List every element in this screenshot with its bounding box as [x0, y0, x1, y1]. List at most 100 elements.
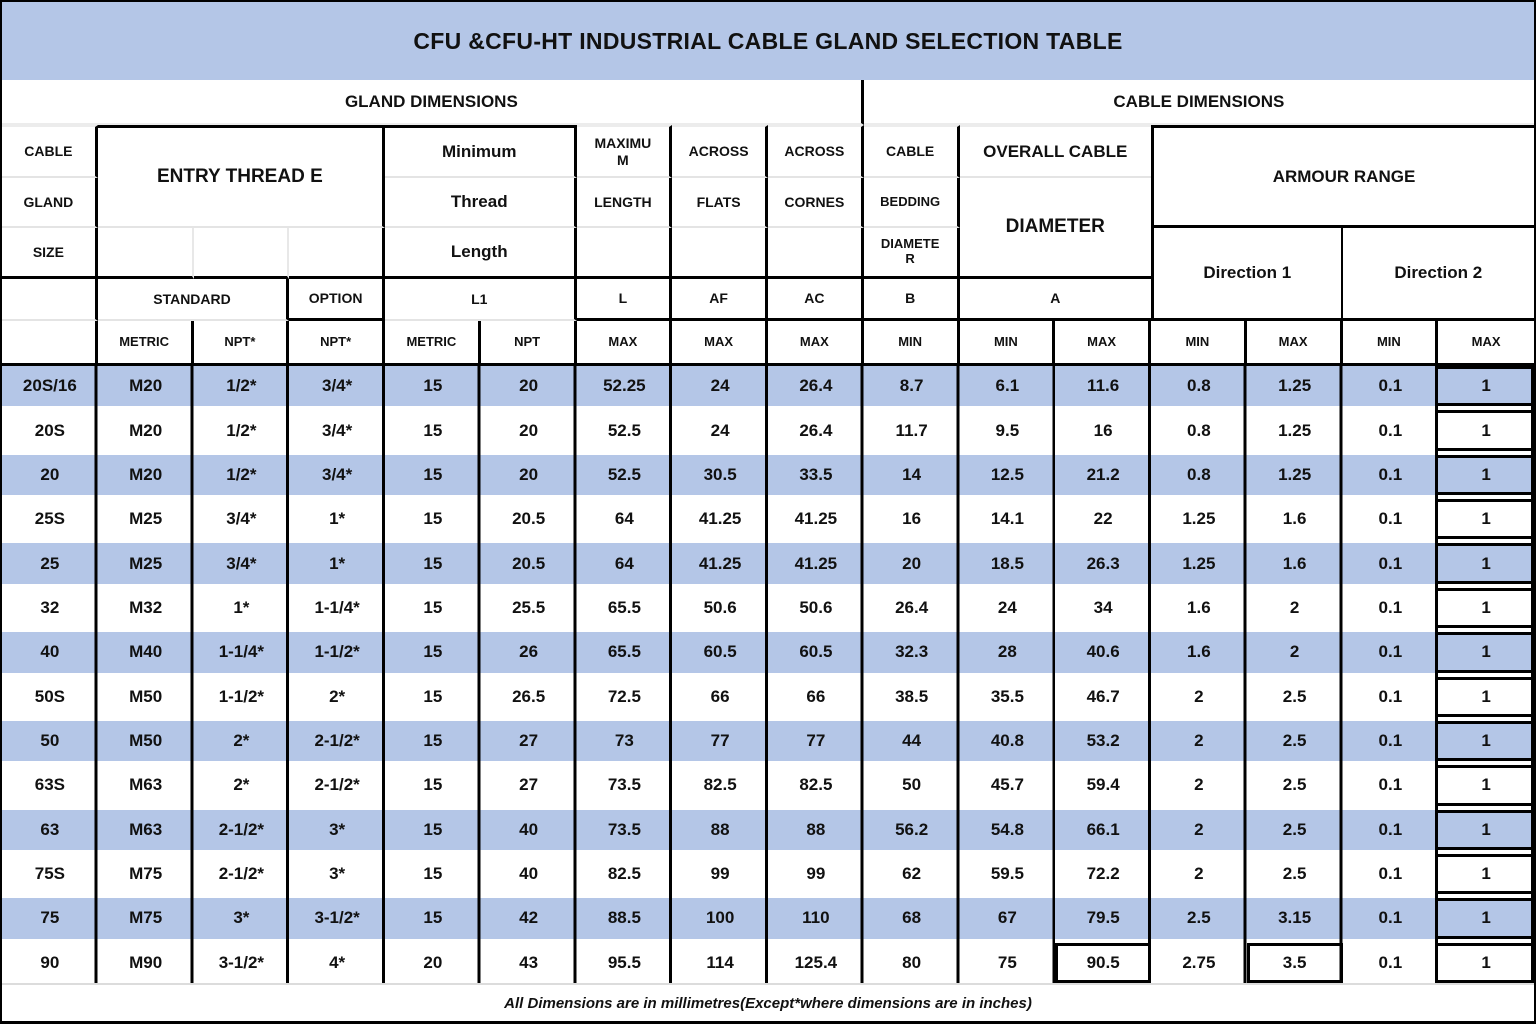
header-maximum-label: MAXIMUM: [594, 135, 652, 168]
table-cell: 2: [1194, 864, 1204, 884]
table-cell: 45.7: [990, 775, 1024, 795]
table-cell: 24: [710, 420, 730, 440]
table-cell: 0.1: [1378, 553, 1403, 573]
table-cell: 1: [1438, 765, 1534, 806]
header-af: AF: [672, 279, 768, 321]
table-cell: 88.5: [607, 908, 641, 928]
table-cell: 1.25: [1278, 464, 1312, 484]
header-thread: Thread: [385, 178, 577, 228]
table-cell: 77: [710, 731, 730, 751]
table-cell: 2-1/2*: [218, 864, 265, 884]
header-ac: AC: [768, 279, 864, 321]
table-cell: 24: [997, 597, 1017, 617]
table-cell: 64: [614, 553, 634, 573]
table-row: 75 M75 3* 3-1/2* 15 42 88.5 100 110 68 67 79.5 2.5 3.…: [2, 898, 1534, 939]
table-cell: 2: [1289, 642, 1300, 662]
table-cell: 3/4*: [322, 420, 353, 440]
table-cell: 40: [519, 864, 539, 884]
table-cell: M40: [129, 642, 163, 662]
table-cell: 65.5: [607, 642, 641, 662]
blank-cell: [193, 228, 290, 279]
table-body: 20S/16 M20 1/2* 3/4* 15 20 52.25 24 26.4 8.7 6.1 11…: [2, 363, 1534, 984]
table-cell: 2: [1194, 731, 1204, 751]
table-cell: 110: [802, 908, 830, 928]
table-cell: 41.25: [698, 553, 742, 573]
table-cell: 63: [40, 819, 60, 839]
table-cell: 63S: [34, 775, 65, 795]
header-gland: GLAND: [2, 178, 98, 228]
table-cell: 88: [710, 819, 730, 839]
table-cell: 66.1: [1086, 819, 1120, 839]
table-cell: 20: [519, 420, 539, 440]
table-cell: 35.5: [990, 686, 1024, 706]
table-cell: 0.8: [1187, 376, 1211, 396]
table-cell: 0.1: [1378, 908, 1403, 928]
table-cell: 73.5: [607, 775, 641, 795]
table-cell: 0.1: [1378, 864, 1403, 884]
table-cell: 20S: [34, 420, 65, 440]
table-cell: 43: [519, 952, 539, 972]
table-cell: 25.5: [512, 597, 546, 617]
table-cell: 21.2: [1086, 464, 1120, 484]
header-bedding-diameter-label: DIAMETER: [880, 236, 940, 266]
data-rows: 20S/16 M20 1/2* 3/4* 15 20 52.25 24 26.4 8.7 6.1 11…: [2, 366, 1534, 984]
table-row: 20S M20 1/2* 3/4* 15 20 52.5 24 26.4 11.7 9.5 16 0.8…: [2, 410, 1534, 451]
table-cell: 27: [519, 731, 539, 751]
table-cell: 1: [1438, 853, 1534, 895]
table-cell: 32.3: [895, 642, 929, 662]
table-cell: 2.5: [1282, 686, 1307, 706]
table-cell: M50: [129, 686, 163, 706]
header-bedding: BEDDING: [863, 178, 960, 228]
table-cell: 1.25: [1182, 509, 1216, 529]
table-cell: 66: [806, 686, 826, 706]
table-cell: 50: [902, 775, 922, 795]
table-cell: 18.5: [990, 553, 1024, 573]
table-cell: 59.5: [990, 864, 1024, 884]
header-bedding-diameter: DIAMETER: [863, 228, 960, 279]
table-cell: 15: [423, 775, 443, 795]
subheader-dir2-max: MAX: [1471, 333, 1501, 349]
table-cell: 40: [519, 819, 539, 839]
table-cell: 3*: [329, 864, 346, 884]
table-cell: 2*: [329, 686, 346, 706]
table-cell: 64: [614, 509, 634, 529]
table-cell: 1: [1438, 499, 1534, 540]
table-cell: 2-1/2*: [314, 731, 360, 751]
table-cell: 26.3: [1086, 553, 1120, 573]
table-cell: 50.6: [799, 597, 833, 617]
table-cell: 15: [423, 864, 443, 884]
table-cell: 72.2: [1086, 864, 1120, 884]
table-cell: 99: [806, 864, 826, 884]
table-cell: 41.25: [794, 553, 838, 573]
table-cell: M20: [129, 464, 163, 484]
table-cell: 2.5: [1282, 819, 1307, 839]
table-cell: 1: [1438, 942, 1534, 984]
table-cell: 1*: [329, 553, 346, 573]
subheader-npt-l1: NPT: [481, 321, 577, 363]
table-cell: 1: [1438, 454, 1534, 496]
header-size: SIZE: [2, 228, 98, 279]
table-cell: 15: [423, 509, 443, 529]
header-entry-thread: ENTRY THREAD E: [97, 125, 385, 228]
table-cell: 68: [902, 908, 922, 928]
table-cell: 42: [519, 908, 539, 928]
table-cell: M63: [129, 819, 163, 839]
table-cell: M25: [129, 509, 163, 529]
table-row: 63 M63 2-1/2* 3* 15 40 73.5 88 88 56.2 54.8 66.1 2 2.…: [2, 809, 1534, 850]
table-cell: 1.6: [1187, 642, 1211, 662]
subheader-a-min: MIN: [960, 321, 1056, 363]
table-cell: 73: [614, 731, 634, 751]
table-cell: M20: [129, 376, 163, 396]
blank-cell: [768, 228, 864, 279]
header-overall-cable: OVERALL CABLE: [959, 125, 1151, 178]
table-cell: 1: [1438, 543, 1534, 584]
table-cell: 1-1/2*: [314, 642, 360, 662]
header-armour-range: ARMOUR RANGE: [1151, 125, 1534, 228]
table-cell: 8.7: [899, 376, 924, 396]
table-cell: 2.5: [1282, 775, 1307, 795]
table-cell: 16: [902, 509, 922, 529]
table-cell: 1.25: [1182, 553, 1216, 573]
table-cell: 1.6: [1282, 509, 1307, 529]
subheader-dir2-min: MIN: [1343, 321, 1439, 363]
table-cell: 26.4: [799, 376, 833, 396]
